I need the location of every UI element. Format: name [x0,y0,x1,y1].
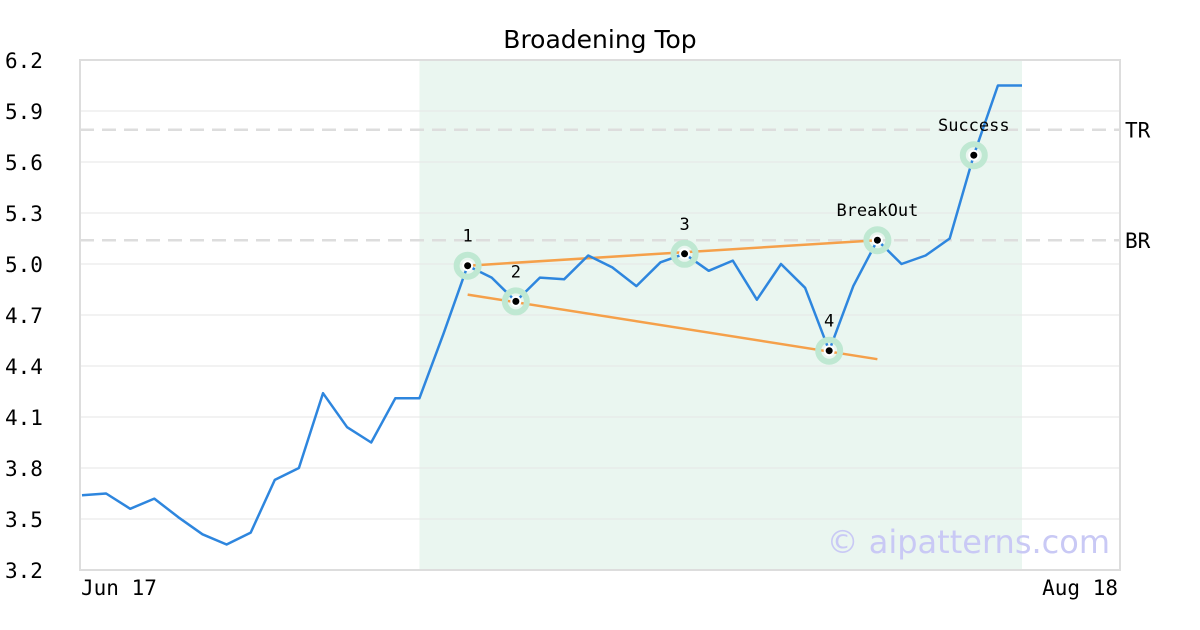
pattern-point-label: BreakOut [836,201,918,221]
x-tick-label: Jun 17 [81,576,157,600]
pattern-point-label: 1 [463,227,473,247]
pattern-point-halo [453,251,482,280]
y-tick-label: 4.4 [5,355,43,379]
pattern-point-label: 4 [824,312,834,332]
pattern-point-dot [825,347,833,355]
watermark: © aipatterns.com [827,523,1110,561]
reference-line-label: BR [1125,229,1151,253]
y-tick-label: 5.3 [5,202,43,226]
y-tick-label: 3.2 [5,559,43,583]
y-tick-label: 3.8 [5,457,43,481]
pattern-point [863,226,892,255]
pattern-point-dot [873,236,881,244]
trendline [467,293,878,361]
pattern-point-halo [670,239,699,268]
y-tick-label: 5.0 [5,253,43,277]
pattern-point-halo [863,226,892,255]
price-series-line [81,84,1022,546]
pattern-point-dot [970,151,978,159]
chart-title: Broadening Top [503,25,696,54]
pattern-point-label: 2 [511,262,521,282]
pattern-point-halo [959,141,988,170]
x-tick-label: Aug 18 [1042,576,1118,600]
pattern-point-halo [815,336,844,365]
y-tick-label: 4.1 [5,406,43,430]
y-tick-label: 3.5 [5,508,43,532]
reference-line-label: TR [1125,119,1151,143]
pattern-point [453,251,482,280]
plot-frame [79,59,1121,571]
y-tick-label: 5.9 [5,100,43,124]
pattern-point-label: 3 [679,215,689,235]
pattern-point [501,287,530,316]
y-tick-label: 4.7 [5,304,43,328]
pattern-point [815,336,844,365]
pattern-point-halo [501,287,530,316]
pattern-point-label: Success [938,116,1010,136]
y-tick-label: 6.2 [5,49,43,73]
pattern-point [670,239,699,268]
pattern-point-dot [681,250,689,258]
y-tick-label: 5.6 [5,151,43,175]
pattern-point [959,141,988,170]
pattern-point-dot [464,262,472,270]
pattern-point-dot [512,297,520,305]
